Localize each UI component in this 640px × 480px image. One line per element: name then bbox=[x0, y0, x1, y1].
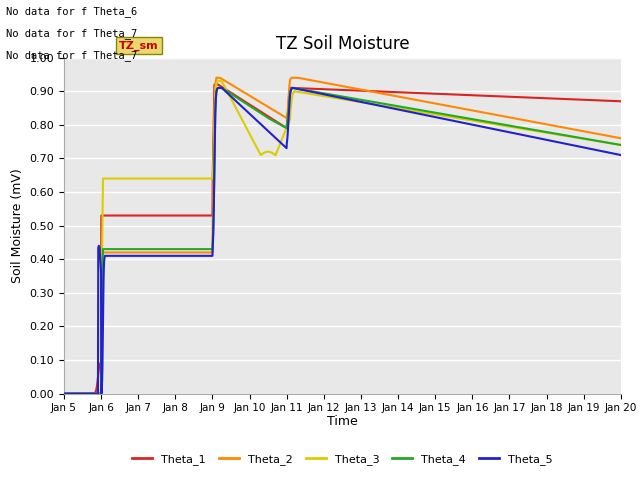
Text: No data for f Theta_7: No data for f Theta_7 bbox=[6, 49, 138, 60]
Y-axis label: Soil Moisture (mV): Soil Moisture (mV) bbox=[11, 168, 24, 283]
Title: TZ Soil Moisture: TZ Soil Moisture bbox=[276, 35, 409, 53]
Legend: Theta_1, Theta_2, Theta_3, Theta_4, Theta_5: Theta_1, Theta_2, Theta_3, Theta_4, Thet… bbox=[127, 450, 557, 469]
Text: No data for f Theta_6: No data for f Theta_6 bbox=[6, 6, 138, 17]
Text: TZ_sm: TZ_sm bbox=[119, 41, 159, 51]
Text: No data for f Theta_7: No data for f Theta_7 bbox=[6, 28, 138, 39]
X-axis label: Time: Time bbox=[327, 415, 358, 428]
